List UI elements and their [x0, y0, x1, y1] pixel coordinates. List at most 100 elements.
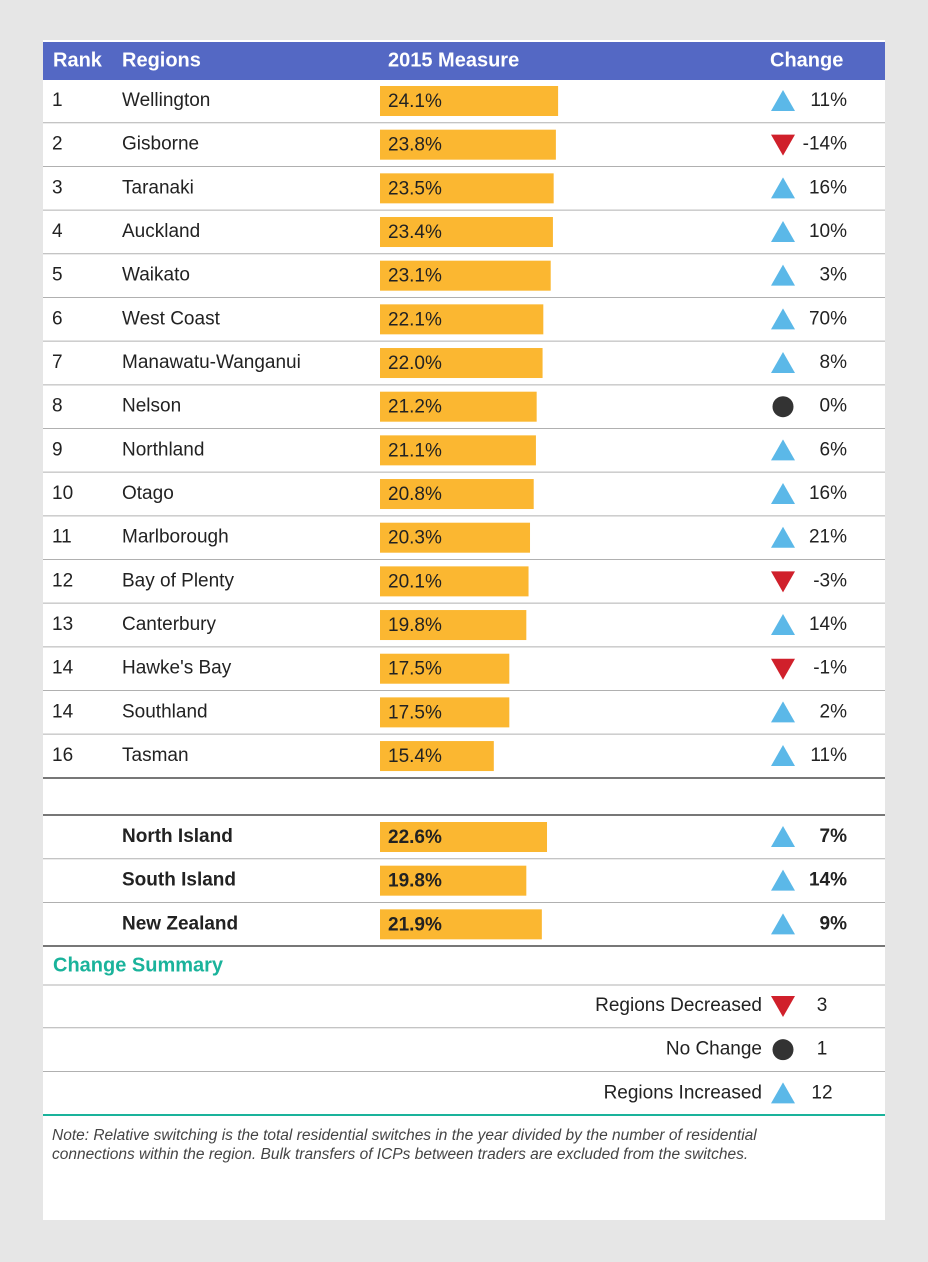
header-region: Regions [122, 49, 201, 71]
measure-label: 23.5% [388, 178, 442, 199]
up-icon [771, 483, 795, 505]
region: Auckland [122, 221, 200, 242]
down-icon [771, 996, 795, 1017]
change: 14% [809, 614, 847, 635]
measure-bar [380, 697, 510, 728]
region: Southland [122, 701, 208, 722]
up-icon [771, 90, 795, 111]
change: 10% [809, 221, 847, 242]
measure-bar [380, 86, 559, 116]
up-icon [771, 614, 795, 636]
change: -1% [813, 658, 847, 679]
change: 7% [820, 826, 848, 847]
region: Bay of Plenty [122, 570, 234, 591]
measure-bar [380, 522, 531, 553]
summary-label: Regions Decreased [595, 995, 762, 1016]
measure-bar [380, 741, 494, 772]
change: 16% [809, 483, 847, 504]
up-icon [771, 869, 795, 891]
rank: 7 [52, 352, 63, 373]
rank: 16 [52, 745, 73, 766]
region: West Coast [122, 308, 221, 329]
measure-label: 15.4% [388, 746, 442, 767]
rank: 3 [52, 177, 63, 198]
measure-bar [380, 260, 551, 291]
measure-label: 17.5% [388, 659, 442, 680]
change: 11% [810, 745, 847, 766]
measure-label: 24.1% [388, 91, 442, 112]
region: Wellington [122, 90, 210, 111]
measure-label: 19.8% [388, 871, 442, 892]
measure-bar [380, 391, 537, 422]
measure-label: 23.4% [388, 222, 442, 243]
change: 9% [820, 913, 848, 934]
change: 16% [809, 177, 847, 198]
header-change: Change [770, 49, 843, 71]
measure-label: 17.5% [388, 702, 442, 723]
down-icon [771, 571, 795, 593]
region: Tasman [122, 745, 189, 766]
up-icon [771, 439, 795, 461]
up-icon [771, 526, 795, 548]
measure-bar [380, 173, 554, 204]
measure-label: 20.1% [388, 571, 442, 592]
down-icon [771, 658, 795, 680]
measure-label: 20.8% [388, 484, 442, 505]
rank: 2 [52, 134, 63, 155]
measure-bar [380, 909, 542, 940]
measure-label: 22.0% [388, 353, 442, 374]
rank: 6 [52, 308, 63, 329]
change: 2% [820, 701, 848, 722]
summary-count: 3 [817, 995, 828, 1016]
rank: 1 [52, 90, 63, 111]
region: Hawke's Bay [122, 658, 232, 679]
rank: 9 [52, 439, 63, 460]
change: 8% [820, 352, 848, 373]
measure-bar [380, 129, 556, 160]
rank: 10 [52, 483, 73, 504]
up-icon [771, 826, 795, 847]
measure-bar [380, 304, 544, 335]
change: 0% [820, 396, 848, 417]
rank: 14 [52, 701, 74, 722]
rank: 12 [52, 570, 73, 591]
change: 21% [809, 527, 847, 548]
rank: 14 [52, 658, 74, 679]
up-icon [771, 221, 795, 243]
rank: 11 [52, 527, 72, 548]
up-icon [771, 308, 795, 330]
flat-icon [772, 1039, 794, 1061]
measure-bar [380, 822, 548, 852]
measure-bar [380, 435, 536, 466]
region: North Island [122, 826, 233, 847]
measure-label: 21.9% [388, 914, 442, 935]
rank: 8 [52, 396, 63, 417]
change: 6% [820, 439, 848, 460]
summary-count: 12 [811, 1082, 832, 1103]
region: Otago [122, 483, 174, 504]
change: 70% [809, 308, 847, 329]
down-icon [771, 134, 795, 156]
rank: 5 [52, 265, 63, 286]
change: 14% [809, 870, 847, 891]
up-icon [771, 701, 795, 723]
flat-icon [772, 396, 794, 418]
change: 11% [810, 90, 847, 111]
measure-label: 20.3% [388, 528, 442, 549]
region: Taranaki [122, 177, 194, 198]
up-icon [771, 352, 795, 374]
region: New Zealand [122, 913, 238, 934]
region: Canterbury [122, 614, 216, 635]
measure-bar [380, 217, 553, 248]
region: South Island [122, 870, 236, 891]
up-icon [771, 264, 795, 286]
header-measure: 2015 Measure [388, 49, 519, 71]
rank: 4 [52, 221, 63, 242]
measure-label: 23.8% [388, 135, 442, 156]
region: Nelson [122, 396, 181, 417]
measure-bar [380, 348, 543, 379]
measure-label: 22.6% [388, 827, 442, 848]
measure-bar [380, 653, 510, 684]
up-icon [771, 745, 795, 767]
note: Note: Relative switching is the total re… [52, 1127, 757, 1144]
